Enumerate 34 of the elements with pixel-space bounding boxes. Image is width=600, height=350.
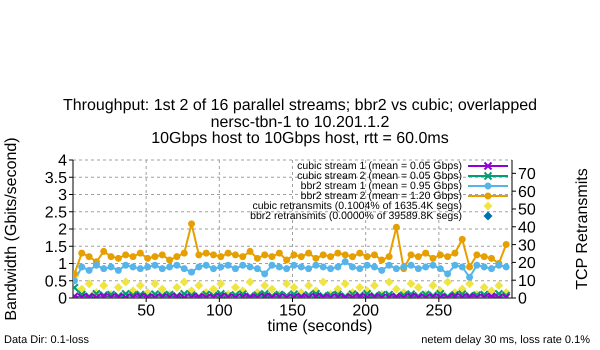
y2-axis-title: TCP Retransmits bbox=[574, 168, 592, 290]
x-tick-label: 100 bbox=[206, 302, 233, 320]
y2-tick-label: 40 bbox=[518, 219, 536, 236]
y2-tick-label: 60 bbox=[518, 184, 536, 201]
text: netem delay 30 ms, loss rate 0.1% bbox=[421, 334, 590, 346]
y-axis-title: Bandwidth (Gbits/second) bbox=[3, 137, 21, 321]
chart-title: Throughput: 1st 2 of 16 parallel streams; bbr2 vs cubic; overlapped bbox=[62, 97, 538, 114]
legend-label: cubic stream 2 (mean = 0.05 Gbps) bbox=[297, 170, 462, 182]
x-tick-label: 200 bbox=[352, 302, 380, 320]
y-tick-label: 2.5 bbox=[44, 204, 68, 222]
y2-tick-label: 20 bbox=[518, 255, 536, 272]
y-tick-label: 3.5 bbox=[44, 170, 68, 187]
x-tick-label: 250 bbox=[425, 302, 452, 320]
legend-label: bbr2 stream 2 (mean = 1.20 Gbps) bbox=[300, 190, 462, 202]
y2-tick-label: 30 bbox=[518, 237, 536, 254]
legend-label: cubic retransmits (0.1004% of 1635.4K segs) bbox=[252, 200, 462, 212]
y-tick-label: 3 bbox=[58, 187, 68, 204]
x-tick-label: 150 bbox=[279, 302, 306, 320]
y2-tick-label: 70 bbox=[518, 166, 536, 184]
y-tick-label: 1.5 bbox=[44, 238, 68, 256]
y2-tick-label: 0 bbox=[518, 290, 527, 308]
legend-label: bbr2 retransmits (0.0000% of 39589.8K segs) bbox=[250, 210, 462, 222]
y-tick-label: 4 bbox=[58, 152, 68, 170]
legend-label: cubic stream 1 (mean = 0.05 Gbps) bbox=[297, 160, 462, 172]
legend-label: bbr2 stream 1 (mean = 0.95 Gbps) bbox=[300, 180, 462, 192]
x-axis-title: time (seconds) bbox=[268, 318, 372, 335]
y-tick-label: 0 bbox=[58, 290, 68, 308]
y2-tick-label: 50 bbox=[518, 202, 536, 219]
y-tick-label: 0.5 bbox=[44, 273, 68, 290]
y2-tick-label: 10 bbox=[518, 272, 536, 290]
x-tick-label: 50 bbox=[137, 302, 156, 320]
y-tick-label: 2 bbox=[58, 222, 68, 239]
y-tick-label: 1 bbox=[58, 256, 68, 274]
text: Data Dir: 0.1-loss bbox=[4, 334, 89, 346]
